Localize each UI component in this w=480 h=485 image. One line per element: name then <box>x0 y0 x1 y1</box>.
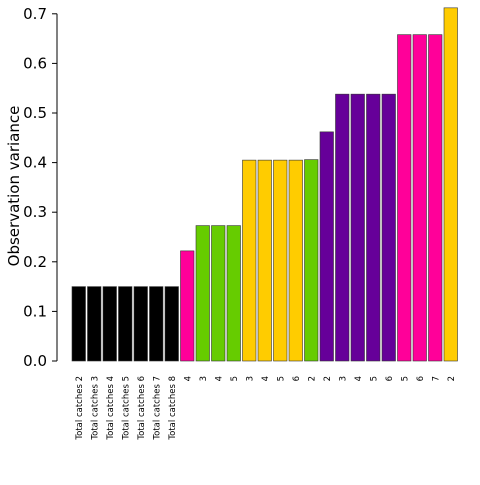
bars <box>71 7 458 362</box>
x-tick-label: 6 <box>385 376 395 381</box>
bar-17 <box>319 131 334 362</box>
x-tick-label: 3 <box>199 376 209 381</box>
bar-1 <box>71 286 86 362</box>
bar-20 <box>366 93 381 362</box>
bar-19 <box>350 93 365 362</box>
x-tick-labels: Total catches 2 Total catches 3 Total catc… <box>75 376 457 441</box>
x-tick-label: 6 <box>292 376 302 381</box>
bar-22 <box>397 34 412 362</box>
bar-6 <box>149 286 164 362</box>
x-tick-label: Total catches 6 <box>137 376 147 441</box>
x-tick-label: 5 <box>400 376 410 381</box>
bar-24 <box>428 34 443 362</box>
x-tick-label: Total catches 8 <box>168 376 178 441</box>
bar-8 <box>180 250 195 362</box>
bar-11 <box>226 225 241 362</box>
y-axis-label: Observation variance <box>5 106 23 267</box>
bar-3 <box>102 286 117 362</box>
x-tick-label: Total catches 4 <box>106 376 116 441</box>
bar-23 <box>412 34 427 362</box>
x-tick-label: 2 <box>447 376 457 381</box>
bar-12 <box>242 159 257 362</box>
x-tick-label: 4 <box>214 376 224 381</box>
x-tick-label: 6 <box>416 376 426 381</box>
x-tick-label: 5 <box>276 376 286 381</box>
bar-15 <box>288 159 303 362</box>
x-tick-label: Total catches 2 <box>75 376 85 441</box>
x-tick-label: Total catches 7 <box>152 376 162 441</box>
x-tick-label: 5 <box>230 376 240 381</box>
bar-21 <box>381 93 396 362</box>
x-tick-label: 4 <box>261 376 271 381</box>
x-tick-label: 2 <box>307 376 317 381</box>
x-tick-label: 4 <box>183 376 193 381</box>
bar-25 <box>443 7 458 362</box>
bar-2 <box>87 286 102 362</box>
x-tick-label: 3 <box>245 376 255 381</box>
bar-16 <box>304 159 319 362</box>
y-tick-label: 0.2 <box>23 253 47 271</box>
bar-4 <box>118 286 133 362</box>
bar-7 <box>164 286 179 362</box>
x-tick-label: Total catches 3 <box>90 376 100 441</box>
y-tick-label: 0.1 <box>23 302 47 320</box>
y-tick-label: 0.0 <box>23 352 47 370</box>
y-tick-label: 0.5 <box>23 104 47 122</box>
y-tick-label: 0.3 <box>23 203 47 221</box>
y-tick-label: 0.7 <box>23 5 47 23</box>
y-tick-label: 0.6 <box>23 54 47 72</box>
x-tick-label: 2 <box>323 376 333 381</box>
bar-9 <box>195 225 210 362</box>
y-tick-label: 0.4 <box>23 154 47 172</box>
x-tick-label: 4 <box>354 376 364 381</box>
bar-18 <box>335 93 350 362</box>
y-axis: 0.0 0.1 0.2 0.3 0.4 0.5 0.6 0.7 <box>23 5 58 370</box>
x-tick-label: 5 <box>369 376 379 381</box>
bar-10 <box>211 225 226 362</box>
x-tick-label: 7 <box>431 376 441 381</box>
bar-14 <box>273 159 288 362</box>
bar-5 <box>133 286 148 362</box>
x-tick-label: Total catches 5 <box>121 376 131 441</box>
bar-13 <box>257 159 272 362</box>
x-tick-label: 3 <box>338 376 348 381</box>
